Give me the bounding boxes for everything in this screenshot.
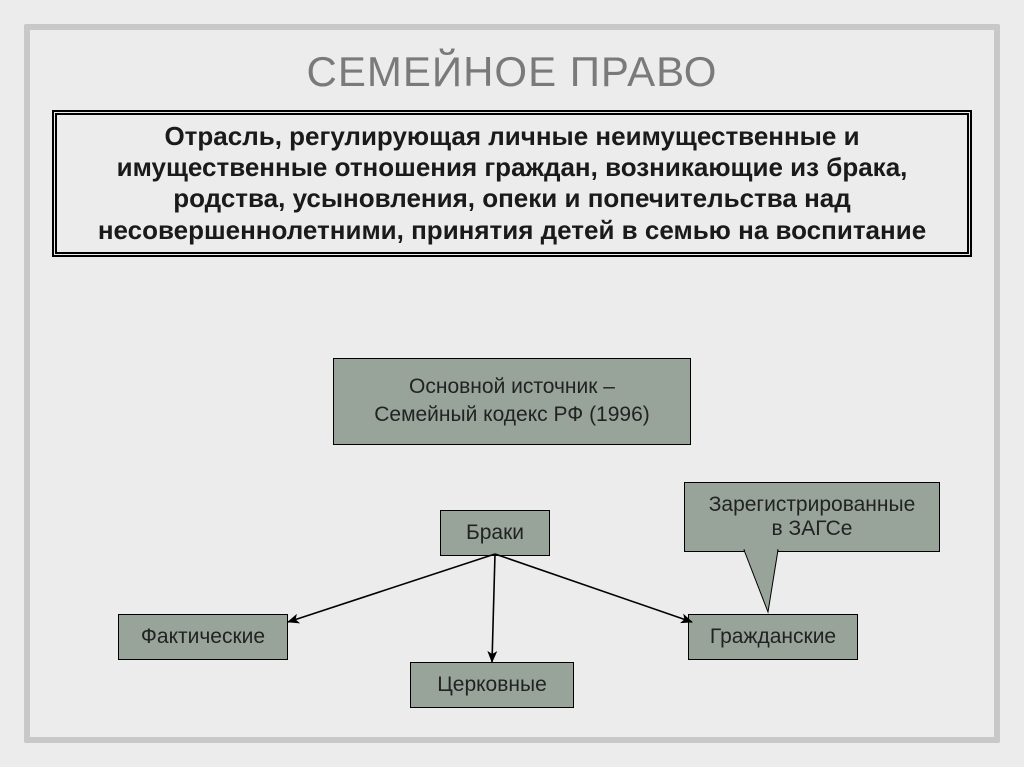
page-title: СЕМЕЙНОЕ ПРАВО — [52, 40, 972, 110]
callout-box: Зарегистрированные в ЗАГСе — [684, 482, 940, 552]
tree-child-0: Фактические — [118, 614, 288, 660]
definition-box: Отрасль, регулирующая личные неимуществе… — [52, 110, 972, 257]
tree-root: Браки — [440, 510, 550, 556]
source-line1: Основной источник – — [344, 373, 680, 401]
source-box: Основной источник – Семейный кодекс РФ (… — [333, 358, 691, 445]
source-line2: Семейный кодекс РФ (1996) — [344, 401, 680, 429]
callout-line2: в ЗАГСе — [703, 517, 921, 541]
slide: СЕМЕЙНОЕ ПРАВО Отрасль, регулирующая лич… — [0, 0, 1024, 767]
tree-child-1: Церковные — [410, 662, 574, 708]
tree-child-2: Гражданские — [688, 614, 858, 660]
callout-line1: Зарегистрированные — [703, 493, 921, 517]
content-area: СЕМЕЙНОЕ ПРАВО Отрасль, регулирующая лич… — [52, 40, 972, 715]
